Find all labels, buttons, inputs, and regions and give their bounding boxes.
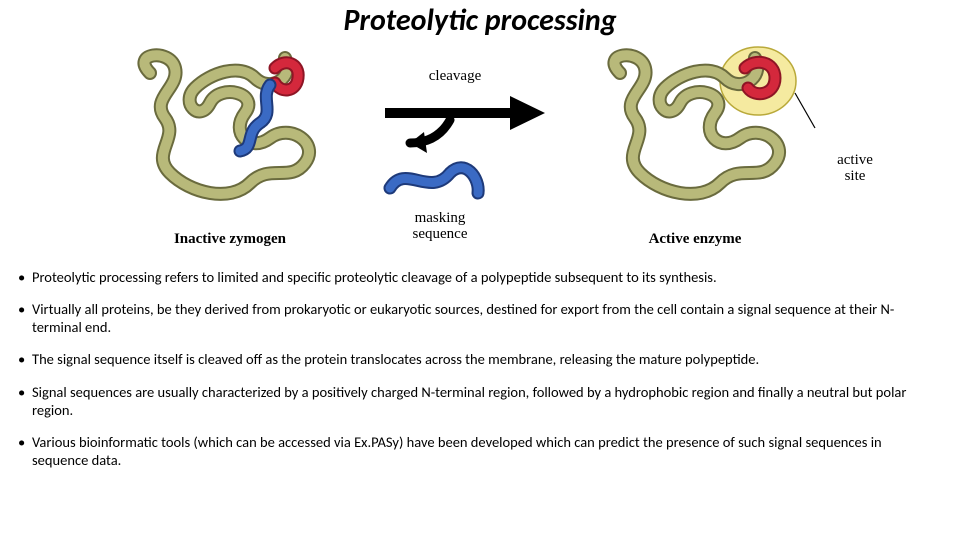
active-site-label: active site <box>820 153 890 185</box>
cleavage-label: cleavage <box>405 68 505 85</box>
bullet-item: The signal sequence itself is cleaved of… <box>18 350 938 368</box>
page-title: Proteolytic processing <box>0 0 960 39</box>
zymogen-label: Inactive zymogen <box>140 231 320 248</box>
enzyme-label: Active enzyme <box>605 231 785 248</box>
bullet-item: Virtually all proteins, be they derived … <box>18 300 938 336</box>
bullet-item: Signal sequences are usually characteriz… <box>18 383 938 419</box>
active-site-pointer <box>795 93 815 128</box>
diagram: cleavage masking sequence Inactive zymog… <box>0 43 960 253</box>
bullet-item: Various bioinformatic tools (which can b… <box>18 433 938 469</box>
zymogen-icon <box>120 43 340 223</box>
cleavage-arrow-icon <box>380 88 550 158</box>
masking-fragment-icon <box>380 153 490 208</box>
bullet-item: Proteolytic processing refers to limited… <box>18 268 938 286</box>
bullet-list: Proteolytic processing refers to limited… <box>18 268 938 483</box>
enzyme-icon <box>590 43 820 223</box>
masking-label: masking sequence <box>390 211 490 243</box>
